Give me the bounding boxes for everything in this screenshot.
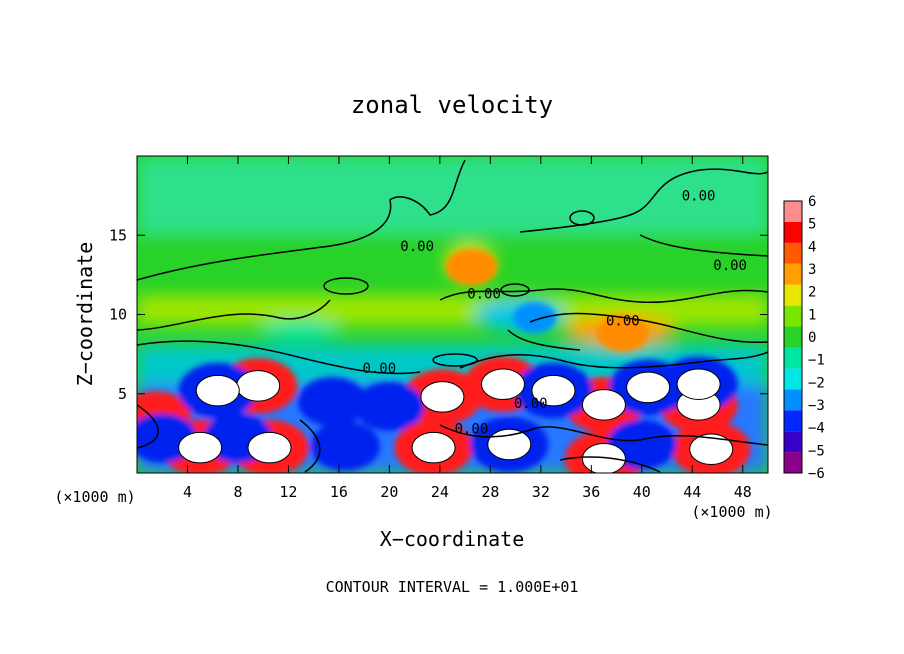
contour-label: 0.00 <box>713 258 747 274</box>
colorbar-swatch <box>784 284 802 306</box>
x-axis-title: X−coordinate <box>380 527 525 551</box>
contour-label: 0.00 <box>362 361 396 377</box>
colorbar-label: −2 <box>808 375 825 391</box>
colorbar-label: 0 <box>808 330 816 346</box>
colorbar-swatch <box>784 431 802 453</box>
negative-minimum <box>513 302 556 333</box>
positive-maximum-core <box>236 370 281 402</box>
positive-maximum <box>445 248 498 286</box>
x-axis: 4 8 12 16 20 24 28 32 36 40 44 48 <box>183 156 752 501</box>
colorbar-label: 1 <box>808 307 816 323</box>
colorbar-swatch <box>784 347 802 369</box>
contour-label: 0.00 <box>682 188 716 204</box>
x-tick-label: 4 <box>183 483 192 501</box>
y-tick-label: 10 <box>109 306 127 324</box>
negative-minimum <box>354 381 425 431</box>
colorbar-swatch <box>784 263 802 285</box>
colorbar-swatch <box>784 305 802 327</box>
negative-minimum-core <box>195 374 240 407</box>
colorbar-label: −4 <box>808 421 825 437</box>
negative-minimum-core <box>676 368 721 400</box>
contour-label: 0.00 <box>400 239 434 255</box>
x-tick-label: 36 <box>582 483 600 501</box>
x-tick-label: 8 <box>233 483 242 501</box>
colorbar-label: 4 <box>808 239 816 255</box>
colorbar-swatch <box>784 326 802 348</box>
x-tick-label: 28 <box>481 483 499 501</box>
x-tick-label: 40 <box>633 483 651 501</box>
x-tick-label: 32 <box>532 483 550 501</box>
positive-maximum-core <box>411 431 456 464</box>
negative-minimum <box>310 421 380 471</box>
contour-label: 0.00 <box>514 396 548 412</box>
y-tick-label: 5 <box>118 385 127 403</box>
colorbar-swatch <box>784 410 802 432</box>
positive-maximum-core <box>247 431 292 464</box>
negative-minimum-core <box>626 371 671 404</box>
plot-area: 0.00 0.00 0.00 0.00 0.00 0.00 0.00 0.00 <box>137 156 768 473</box>
negative-minimum <box>297 377 368 427</box>
colorbar-label: −3 <box>808 398 825 414</box>
positive-maximum-core <box>689 433 734 465</box>
x-tick-label: 16 <box>330 483 348 501</box>
colorbar-swatch <box>784 221 802 243</box>
colorbar-frame <box>783 200 803 474</box>
x-tick-label: 20 <box>380 483 398 501</box>
colorbar-label: 6 <box>808 194 816 210</box>
colorbar-swatch <box>784 368 802 390</box>
positive-maximum-core <box>480 368 525 400</box>
colorbar: 6 5 4 3 2 1 0 −1 −2 −3 −4 −5 −6 <box>783 194 825 482</box>
positive-maximum-core <box>420 381 465 413</box>
colorbar-swatch <box>784 389 802 411</box>
positive-maximum-core <box>581 389 626 421</box>
negative-minimum-core <box>531 374 576 407</box>
positive-maximum <box>596 315 649 352</box>
x-tick-label: 48 <box>734 483 752 501</box>
y-axis: 5 10 15 <box>109 226 768 403</box>
negative-minimum-core <box>487 428 532 461</box>
colorbar-swatch <box>784 242 802 264</box>
contour-label: 0.00 <box>455 421 489 437</box>
x-tick-label: 44 <box>683 483 701 501</box>
colorbar-label: 3 <box>808 262 816 278</box>
colorbar-label: −6 <box>808 466 825 482</box>
contour-label: 0.00 <box>606 314 640 330</box>
colorbar-label: 2 <box>808 285 816 301</box>
y-axis-title: Z−coordinate <box>73 242 97 387</box>
contour-label: 0.00 <box>467 287 501 303</box>
x-unit-label-right: (×1000 m) <box>691 503 772 521</box>
chart-title: zonal velocity <box>351 91 553 119</box>
x-unit-label-left: (×1000 m) <box>54 488 135 506</box>
colorbar-label: −5 <box>808 443 825 459</box>
y-tick-label: 15 <box>109 226 127 244</box>
colorbar-swatch <box>784 452 802 473</box>
positive-maximum-core <box>178 431 223 464</box>
contour-interval-note: CONTOUR INTERVAL = 1.000E+01 <box>326 578 579 596</box>
x-tick-label: 24 <box>431 483 449 501</box>
colorbar-label: −1 <box>808 353 825 369</box>
colorbar-label: 5 <box>808 217 816 233</box>
x-tick-label: 12 <box>279 483 297 501</box>
contour-lines <box>137 159 768 473</box>
colorbar-swatch <box>784 201 802 222</box>
